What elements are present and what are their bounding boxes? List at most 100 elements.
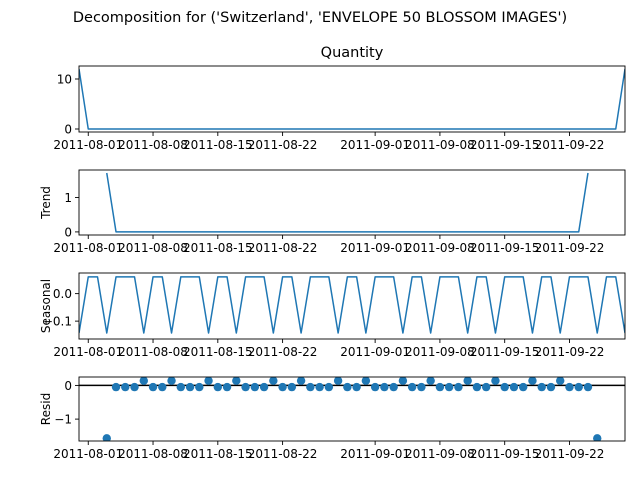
- resid-point: [269, 377, 278, 385]
- resid-point: [574, 382, 583, 392]
- panel-4: Resid0−12011-08-012011-08-082011-08-1520…: [39, 376, 626, 461]
- y-tick-label: 0: [64, 379, 72, 393]
- resid-point: [241, 382, 250, 392]
- resid-point: [417, 382, 426, 392]
- resid-point: [278, 382, 287, 392]
- resid-point: [556, 377, 565, 385]
- x-tick-label: 2011-08-22: [248, 138, 318, 152]
- axes-frame: [78, 272, 626, 340]
- x-tick-label: 2011-08-01: [53, 241, 123, 255]
- x-tick-label: 2011-08-08: [118, 447, 188, 461]
- x-tick-label: 2011-08-08: [118, 138, 188, 152]
- x-tick-label: 2011-09-01: [340, 345, 410, 359]
- resid-point: [472, 382, 482, 392]
- axes-frame: [78, 65, 626, 133]
- resid-point: [232, 377, 241, 385]
- series-group: [79, 68, 625, 130]
- resid-point: [389, 382, 398, 392]
- resid-point: [296, 377, 306, 385]
- series-line: [106, 172, 589, 233]
- y-tick-label: 0.0: [53, 287, 72, 301]
- y-tick-label: 10: [57, 73, 72, 87]
- x-tick-label: 2011-08-08: [118, 345, 188, 359]
- axis-label-resid: Resid: [39, 393, 53, 425]
- resid-point: [343, 382, 352, 392]
- x-tick-label: 2011-09-22: [535, 138, 605, 152]
- x-tick-label: 2011-08-15: [183, 345, 253, 359]
- resid-point: [593, 434, 602, 441]
- axis-label-trend: Trend: [39, 186, 53, 220]
- axes-frame: [78, 376, 626, 442]
- x-tick-label: 2011-09-01: [340, 138, 410, 152]
- resid-point: [528, 377, 537, 385]
- x-tick-label: 2011-08-22: [248, 447, 318, 461]
- resid-point: [398, 377, 408, 385]
- resid-point: [454, 382, 463, 392]
- x-tick-label: 2011-08-15: [183, 447, 253, 461]
- resid-point: [583, 382, 593, 392]
- resid-point: [176, 382, 185, 392]
- x-tick-label: 2011-09-22: [535, 241, 605, 255]
- series-group: [79, 377, 625, 441]
- resid-point: [148, 382, 158, 392]
- resid-point: [444, 382, 454, 392]
- x-tick-label: 2011-09-22: [535, 345, 605, 359]
- series-group: [79, 276, 625, 334]
- resid-point: [491, 377, 500, 385]
- resid-point: [315, 382, 324, 392]
- x-tick-label: 2011-09-08: [405, 345, 475, 359]
- resid-point: [306, 382, 315, 392]
- x-tick-label: 2011-08-08: [118, 241, 188, 255]
- resid-point: [481, 382, 491, 392]
- y-tick-label: −0.1: [43, 315, 72, 329]
- resid-point: [167, 377, 176, 385]
- resid-point: [287, 382, 297, 392]
- series-line: [79, 276, 625, 334]
- x-tick-label: 2011-09-01: [340, 241, 410, 255]
- resid-point: [380, 382, 389, 392]
- panel-2: Trend012011-08-012011-08-082011-08-15201…: [39, 169, 626, 255]
- resid-point: [426, 377, 435, 385]
- resid-point: [158, 382, 167, 392]
- y-tick-label: 1: [64, 191, 72, 205]
- x-tick-label: 2011-09-15: [470, 241, 540, 255]
- x-tick-label: 2011-08-22: [248, 241, 318, 255]
- resid-point: [139, 377, 148, 385]
- figure-suptitle: Decomposition for ('Switzerland', 'ENVEL…: [73, 10, 567, 26]
- resid-point: [250, 382, 260, 392]
- x-tick-label: 2011-08-01: [53, 447, 123, 461]
- resid-point: [565, 382, 574, 392]
- x-tick-label: 2011-09-15: [470, 138, 540, 152]
- x-tick-label: 2011-09-22: [535, 447, 605, 461]
- resid-point: [370, 382, 380, 392]
- resid-point: [185, 382, 195, 392]
- axis-label-seasonal: Seasonal: [39, 279, 53, 333]
- resid-point: [407, 382, 417, 392]
- y-tick-label: −1: [54, 413, 72, 427]
- panel-1: Quantity 0 10 2011-08-012011-08-082011-08-1…: [53, 45, 626, 152]
- x-tick-label: 2011-09-08: [405, 447, 475, 461]
- resid-point: [333, 377, 343, 385]
- resid-point: [352, 382, 361, 392]
- resid-point: [121, 382, 130, 392]
- x-tick-label: 2011-08-22: [248, 345, 318, 359]
- series-group: [106, 172, 589, 233]
- resid-point: [509, 382, 519, 392]
- x-tick-label: 2011-08-01: [53, 345, 123, 359]
- resid-point: [213, 382, 223, 392]
- resid-point: [130, 382, 139, 392]
- resid-point: [204, 377, 213, 385]
- x-tick-label: 2011-09-01: [340, 447, 410, 461]
- x-tick-label: 2011-09-15: [470, 447, 540, 461]
- resid-point: [537, 382, 546, 392]
- resid-point: [361, 377, 371, 385]
- x-tick-label: 2011-09-15: [470, 345, 540, 359]
- resid-point: [463, 377, 472, 385]
- resid-point: [435, 382, 445, 392]
- series-line: [79, 68, 625, 130]
- resid-point: [324, 382, 334, 392]
- x-tick-label: 2011-08-01: [53, 138, 123, 152]
- resid-point: [546, 382, 556, 392]
